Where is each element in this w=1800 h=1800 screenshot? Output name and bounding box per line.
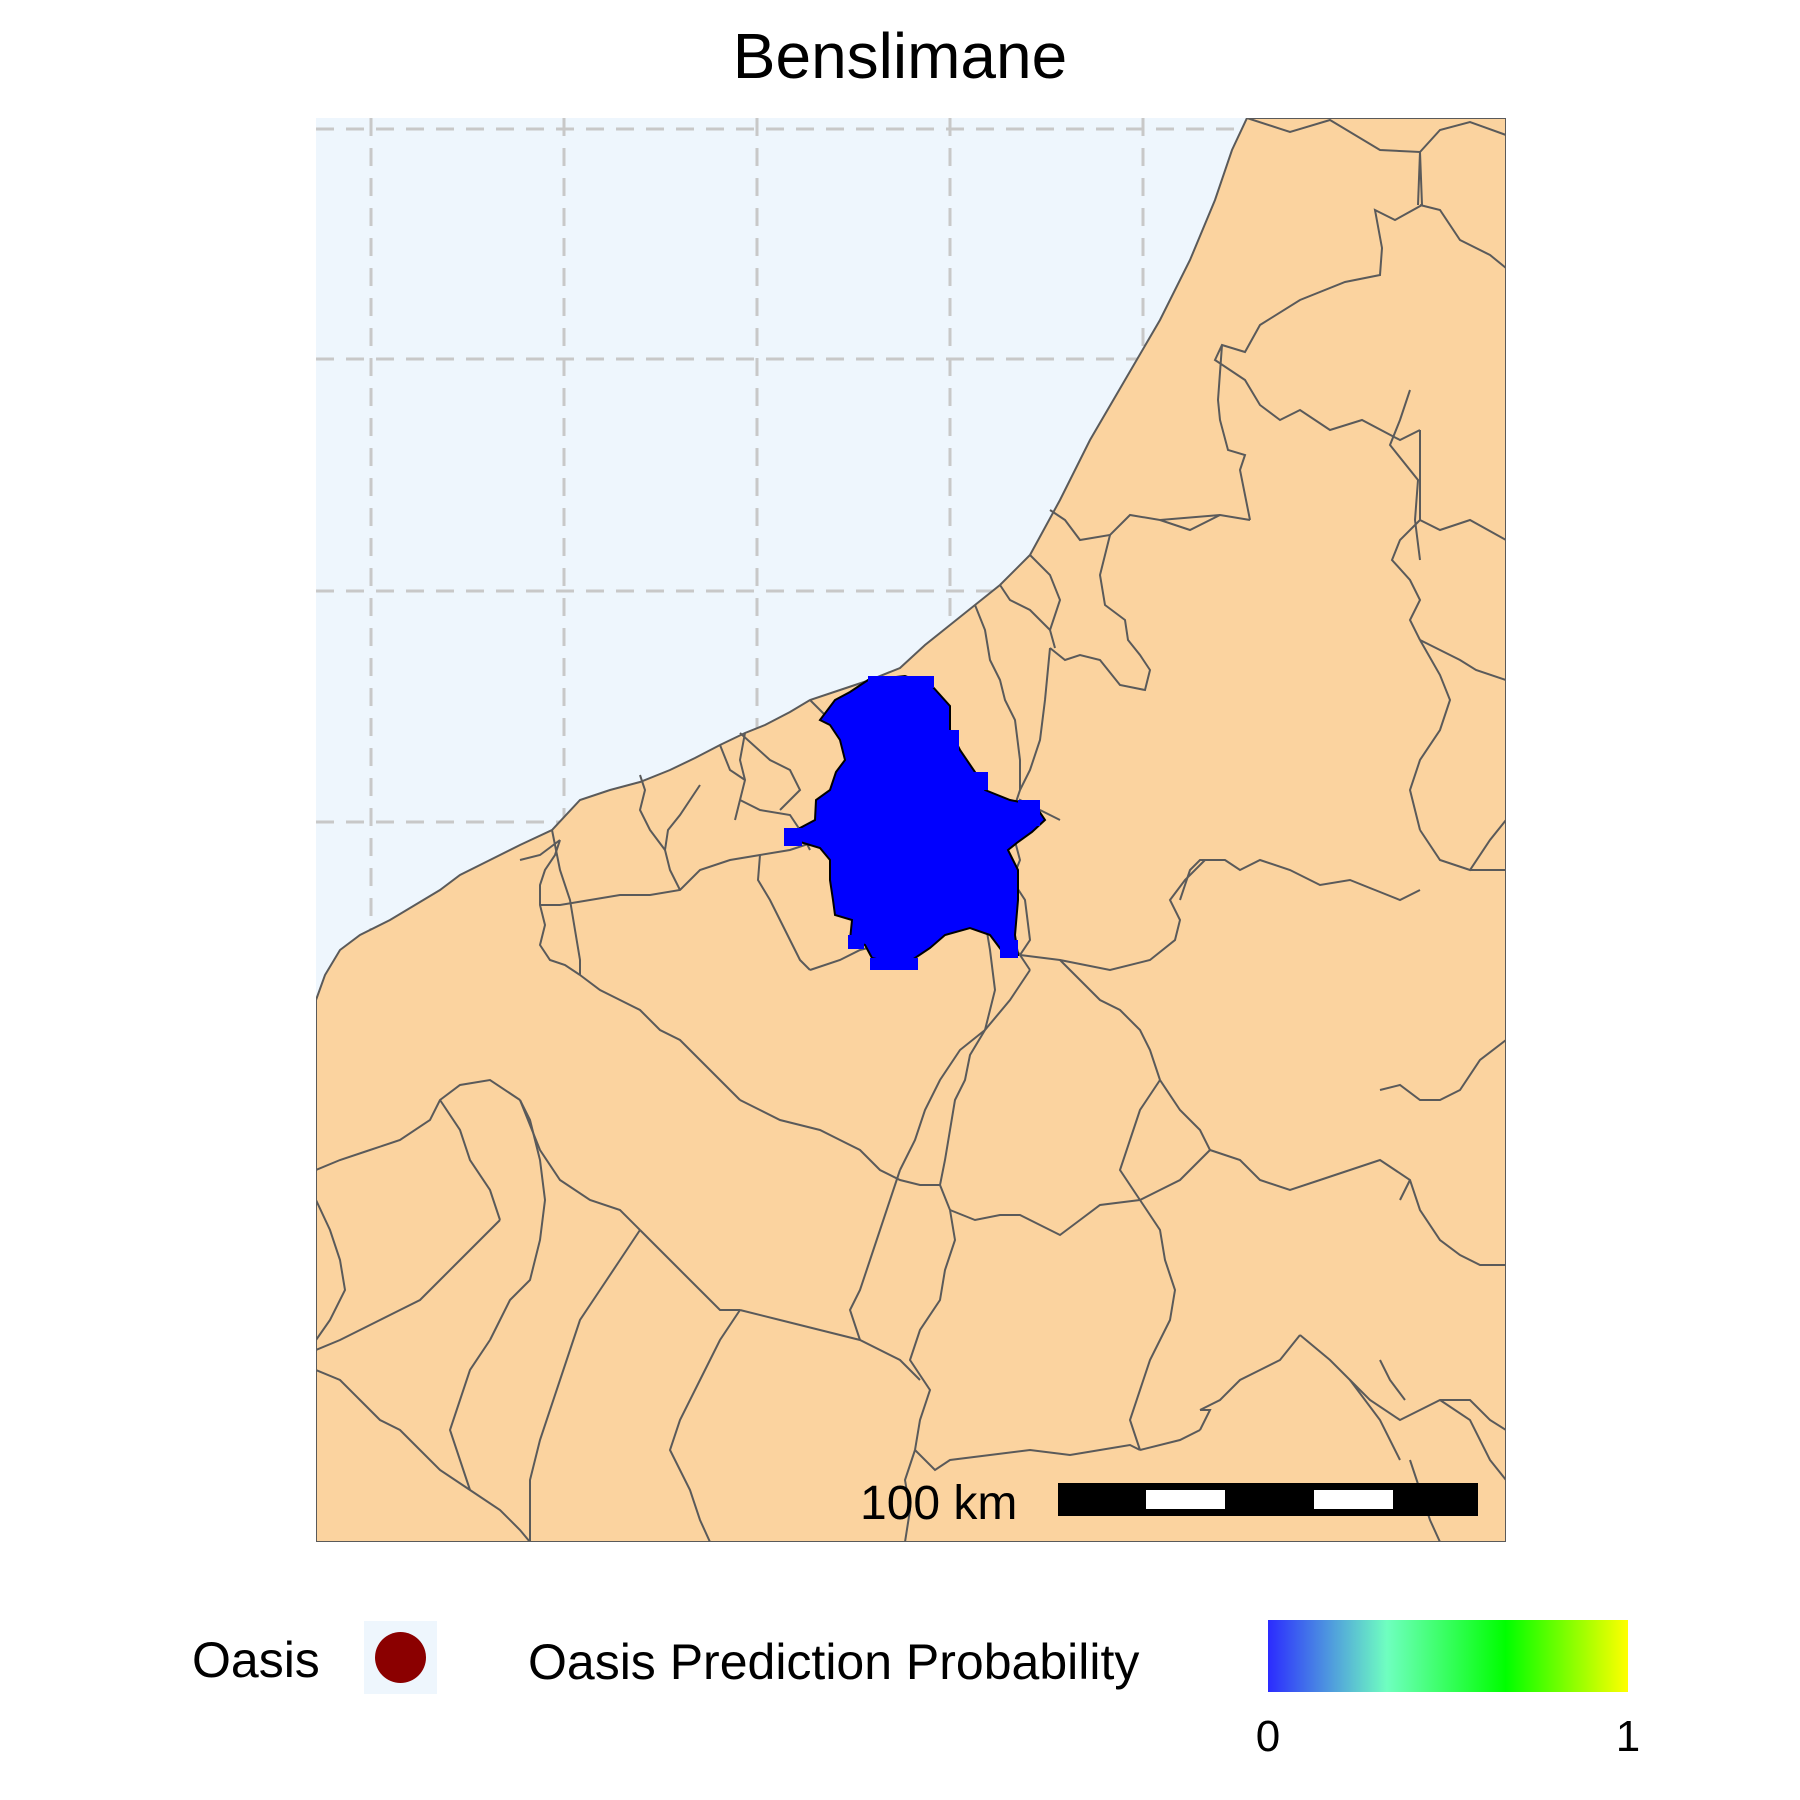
legend-oasis-key <box>364 1621 437 1694</box>
legend-oasis-label: Oasis <box>192 1632 320 1688</box>
scale-bar <box>1058 1483 1478 1516</box>
oasis-dot-icon <box>375 1632 426 1683</box>
probability-colorbar <box>1268 1620 1628 1692</box>
scale-bar-label: 100 km <box>860 1477 1018 1530</box>
map-title: Benslimane <box>732 20 1068 92</box>
legend-probability-label: Oasis Prediction Probability <box>528 1634 1140 1690</box>
admin-borders <box>316 118 1506 1542</box>
colorbar-max-label: 1 <box>1615 1712 1641 1761</box>
benslimane-raster-edges <box>784 676 1040 970</box>
colorbar-min-label: 0 <box>1255 1712 1281 1761</box>
